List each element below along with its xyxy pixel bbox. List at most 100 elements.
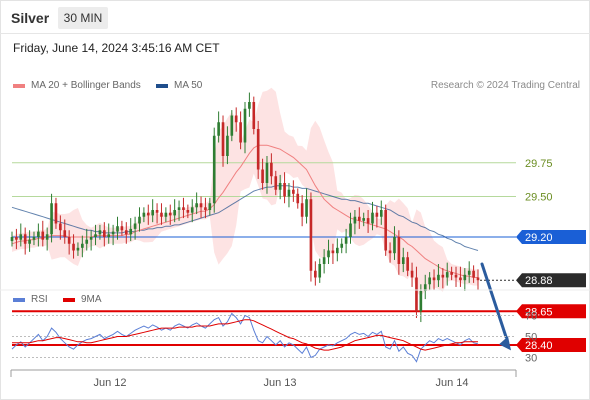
rsi-label: RSI (31, 294, 48, 305)
candle-body (318, 264, 322, 278)
candle-body (142, 212, 146, 217)
candle-body (441, 274, 445, 278)
candle-body (401, 257, 405, 264)
level-label-28.65: 28.65 (525, 306, 553, 318)
candle-body (160, 212, 163, 217)
ma9-swatch (63, 297, 75, 302)
candle-body (23, 234, 27, 244)
rsi-tick-label: 50 (525, 332, 537, 344)
candle-body (234, 115, 238, 123)
rsi-ma9-line (12, 319, 478, 351)
candle-body (353, 216, 357, 224)
level-tag-28.65 (516, 304, 586, 319)
bollinger-band (12, 87, 478, 297)
candle-body (54, 203, 58, 224)
candle-body (379, 210, 383, 217)
candle-body (164, 212, 168, 217)
level-label-29.75: 29.75 (525, 158, 553, 170)
candle-body (366, 218, 370, 224)
candle-body (423, 284, 427, 291)
candle-body (362, 218, 366, 221)
candle-body (270, 162, 273, 177)
candle-body (204, 207, 207, 210)
candle-body (371, 212, 374, 224)
candle-body (168, 212, 172, 216)
candle-body (454, 274, 458, 278)
candle-body (116, 226, 119, 232)
candle-body (243, 108, 247, 143)
candle-body (212, 135, 216, 204)
candle-body (199, 203, 203, 208)
candle-body (98, 230, 102, 235)
candle-body (182, 207, 185, 210)
candle-body (357, 216, 361, 221)
ma50-swatch (156, 83, 168, 88)
candle-body (133, 223, 137, 229)
candle-body (28, 239, 31, 244)
symbol-title: Silver (11, 10, 50, 26)
candle-body (393, 237, 396, 254)
candle-body (278, 183, 282, 190)
candle-body (327, 250, 330, 258)
candle-body (186, 210, 190, 213)
candle-body (81, 243, 84, 248)
candle-body (388, 250, 392, 254)
candle-body (476, 277, 480, 281)
legend-rsi: RSI (13, 294, 48, 305)
candle-body (450, 272, 453, 275)
candle-body (336, 247, 339, 254)
candle-body (190, 207, 194, 213)
candle-body (19, 234, 23, 240)
level-tag-28.40 (516, 338, 586, 352)
legend-ma9: 9MA (63, 294, 102, 305)
candle-body (85, 239, 89, 244)
rsi-line (11, 312, 479, 363)
candle-body (309, 199, 313, 271)
candle-body (261, 169, 264, 183)
ma20-line (11, 144, 478, 278)
candle-body (463, 274, 467, 281)
candle-body (445, 272, 449, 278)
rsi-swatch (13, 297, 25, 302)
x-tick-label: Jun 14 (435, 377, 468, 389)
rsi-tick-label: 70 (525, 311, 537, 323)
candle-body (50, 203, 53, 235)
candle-body (103, 230, 106, 237)
candle-body (129, 228, 133, 235)
level-label-29.20: 29.20 (525, 232, 553, 244)
candle-body (314, 270, 317, 278)
ma50-label: MA 50 (174, 80, 203, 91)
candle-body (349, 223, 352, 237)
x-tick-label: Jun 13 (263, 377, 296, 389)
candle-body (111, 231, 115, 235)
candle-body (410, 270, 414, 278)
candle-body (221, 122, 225, 156)
candle-body (89, 237, 93, 240)
candle-body (256, 129, 260, 170)
legend-ma20: MA 20 + Bollinger Bands (13, 80, 141, 91)
candle-body (322, 257, 326, 264)
candle-body (415, 277, 418, 312)
candle-body (419, 291, 423, 312)
candle-body (10, 237, 14, 242)
candle-body (274, 176, 278, 190)
ma50-line (11, 185, 479, 251)
candle-body (428, 277, 431, 285)
candle-body (151, 210, 154, 216)
candle-body (300, 203, 304, 217)
candle-body (239, 122, 242, 143)
credit-text: Research © 2024 Trading Central (430, 80, 580, 91)
candle-body (173, 210, 176, 216)
candle-body (67, 237, 71, 244)
candle-body (177, 207, 181, 210)
candle-body (107, 234, 111, 237)
candle-body (283, 183, 286, 197)
candle-body (146, 212, 150, 216)
candle-body (467, 270, 471, 275)
candle-body (472, 270, 475, 278)
forecast-arrow-shaft (480, 262, 508, 339)
candle-body (432, 277, 436, 281)
interval-button[interactable]: 30 MIN (58, 7, 108, 29)
candle-body (375, 212, 379, 217)
